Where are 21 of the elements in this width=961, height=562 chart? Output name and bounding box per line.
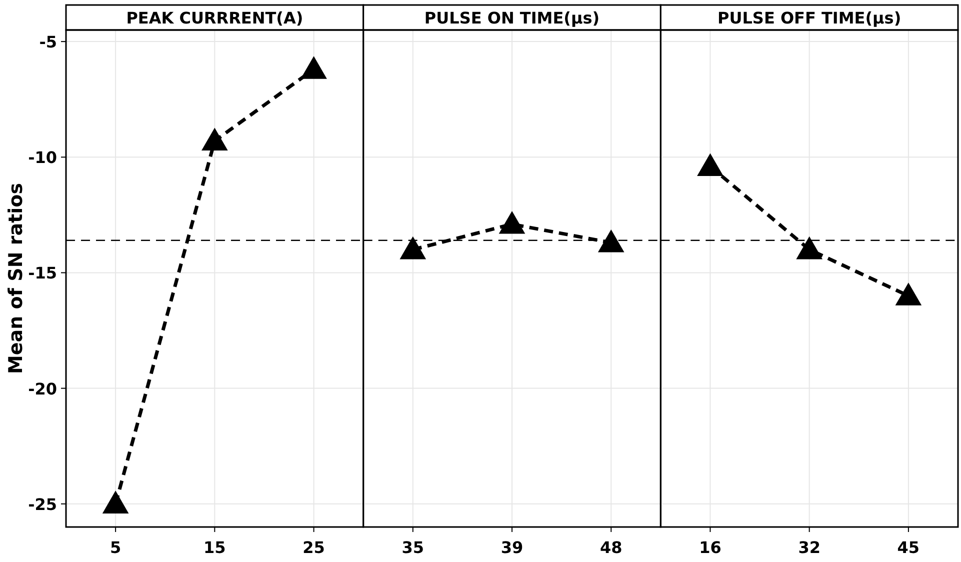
y-tick-label: -10 [28,148,57,168]
chart-title: PEAK CURRRENT(A) [126,8,304,28]
y-axis-title: Mean of SN ratios [5,182,27,374]
x-tick-label: 32 [798,538,820,557]
y-tick-label: -25 [28,494,57,514]
y-tick-label: -20 [28,379,57,398]
point [202,128,228,151]
x-tick-label: 48 [600,538,622,557]
x-tick-label: 25 [302,538,325,557]
x-tick-label: 39 [500,538,524,557]
x-tick-label: 15 [204,538,226,557]
x-tick-label: 35 [402,538,424,557]
y-tick-label: -5 [39,32,57,52]
x-tick-label: 16 [699,538,722,557]
chart-title: PULSE ON TIME(μs) [424,8,600,28]
y-tick-label: -15 [28,264,57,283]
point [102,490,129,514]
x-tick-label: 45 [897,538,920,557]
chart-title: PULSE OFF TIME(μs) [718,8,902,28]
x-tick-label: 5 [110,538,122,557]
point [300,56,327,79]
